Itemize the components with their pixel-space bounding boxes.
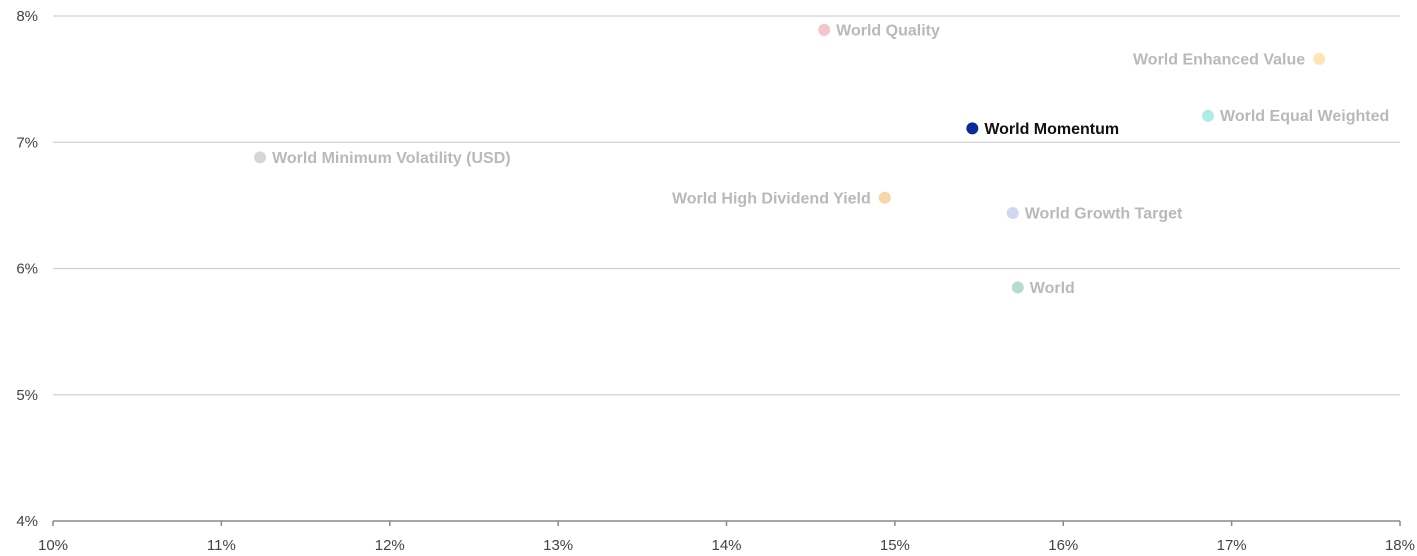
x-tick-label: 12% — [375, 537, 405, 554]
data-point[interactable] — [818, 23, 831, 36]
data-point[interactable] — [254, 151, 267, 164]
data-point[interactable] — [966, 122, 979, 135]
x-tick-label: 17% — [1217, 537, 1247, 554]
x-tick-label: 14% — [711, 537, 741, 554]
y-tick-label: 6% — [16, 261, 38, 278]
data-point[interactable] — [1006, 206, 1019, 219]
data-point[interactable] — [1313, 52, 1326, 65]
data-point[interactable] — [1202, 109, 1215, 122]
y-tick-label: 5% — [16, 387, 38, 404]
data-point[interactable] — [878, 191, 891, 204]
x-axis-tick-labels: 10% 11% 12% 13% 14% 15% 16% 17% 18% — [38, 537, 1415, 554]
x-tick-label: 15% — [880, 537, 910, 554]
data-points — [254, 23, 1326, 294]
x-tick-label: 10% — [38, 537, 68, 554]
data-point[interactable] — [1011, 281, 1024, 294]
x-tick-label: 13% — [543, 537, 573, 554]
x-axis — [52, 520, 1401, 526]
data-point-label: World Enhanced Value — [1133, 51, 1305, 68]
data-point-label: World Equal Weighted — [1220, 108, 1389, 125]
y-tick-label: 8% — [16, 8, 38, 25]
data-point-label: World High Dividend Yield — [672, 190, 871, 207]
data-point-label: World Momentum — [984, 121, 1119, 138]
y-axis-tick-labels: 4% 5% 6% 7% 8% — [16, 8, 38, 530]
x-tick-label: 18% — [1385, 537, 1415, 554]
data-point-label: World Quality — [836, 22, 940, 39]
y-tick-label: 7% — [16, 134, 38, 151]
gridlines — [53, 15, 1400, 396]
data-point-label: World Growth Target — [1025, 205, 1183, 222]
y-tick-label: 4% — [16, 513, 38, 530]
x-tick-label: 11% — [207, 537, 236, 554]
x-tick-label: 16% — [1048, 537, 1078, 554]
data-point-label: World Minimum Volatility (USD) — [272, 150, 511, 167]
data-point-labels: World Quality World Enhanced Value World E… — [272, 22, 1389, 297]
data-point-label: World — [1030, 280, 1075, 297]
